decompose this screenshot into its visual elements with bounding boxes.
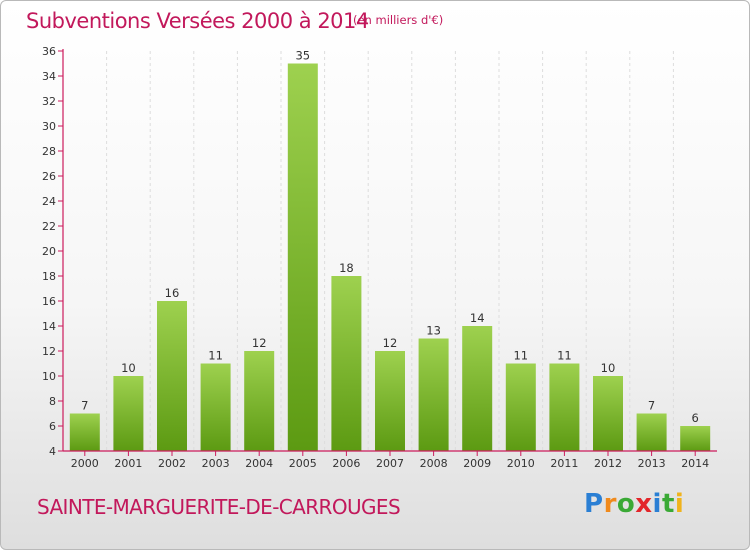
bar-2002[interactable] [157, 301, 187, 451]
bar-value-label: 35 [295, 49, 310, 63]
y-tick-label: 20 [42, 245, 56, 258]
bar-value-label: 11 [513, 349, 528, 363]
bar-2004[interactable] [244, 351, 275, 451]
bar-value-label: 11 [557, 349, 572, 363]
y-tick-label: 34 [42, 70, 56, 83]
y-tick-label: 12 [42, 345, 56, 358]
bar-2005[interactable] [287, 63, 318, 452]
y-tick-label: 28 [42, 145, 56, 158]
bar-2011[interactable] [549, 363, 580, 452]
x-tick-label: 2007 [376, 457, 404, 470]
commune-name: SAINTE-MARGUERITE-DE-CARROUGES [37, 495, 401, 519]
bar-2008[interactable] [418, 338, 449, 452]
bar-value-label: 12 [252, 336, 267, 350]
x-tick-label: 2005 [289, 457, 317, 470]
y-tick-label: 16 [42, 295, 56, 308]
y-tick-label: 22 [42, 220, 56, 233]
x-tick-label: 2001 [114, 457, 142, 470]
x-tick-label: 2009 [463, 457, 491, 470]
y-tick-label: 8 [49, 395, 56, 408]
bars: 7 10 16 11 12 35 18 12 13 14 11 11 10 7 6 [69, 49, 711, 452]
bar-value-label: 6 [692, 411, 699, 425]
x-tick-label: 2008 [420, 457, 448, 470]
y-tick-label: 30 [42, 120, 56, 133]
bar-2014[interactable] [680, 426, 711, 451]
bar-value-label: 7 [648, 399, 655, 413]
y-tick-label: 6 [49, 420, 56, 433]
y-tick-label: 10 [42, 370, 56, 383]
logo-letter: i [674, 489, 685, 519]
y-tick-label: 18 [42, 270, 56, 283]
bar-value-label: 16 [165, 286, 180, 300]
y-tick-label: 4 [49, 445, 56, 458]
x-tick-label: 2006 [332, 457, 360, 470]
logo-letter: P [584, 489, 604, 519]
bar-2001[interactable] [113, 376, 144, 451]
bar-2009[interactable] [462, 326, 493, 451]
chart-title: Subventions Versées 2000 à 2014 [26, 9, 369, 33]
bar-2007[interactable] [375, 351, 405, 451]
grid-lines [106, 51, 674, 451]
bar-value-label: 14 [470, 311, 485, 325]
bar-value-label: 12 [383, 336, 398, 350]
y-tick-label: 36 [42, 45, 56, 58]
y-tick-label: 14 [42, 320, 56, 333]
x-tick-label: 2003 [202, 457, 230, 470]
bar-value-label: 13 [426, 324, 441, 338]
bar-value-label: 10 [601, 361, 616, 375]
y-tick-label: 32 [42, 95, 56, 108]
y-tick-label: 26 [42, 170, 56, 183]
bar-value-label: 11 [208, 349, 223, 363]
bar-2013[interactable] [636, 413, 667, 452]
bar-value-label: 7 [81, 399, 88, 413]
bar-2012[interactable] [593, 376, 623, 451]
chart-subtitle: (en milliers d'€) [353, 13, 444, 27]
bar-value-label: 10 [121, 361, 136, 375]
logo-letter: r [603, 489, 617, 519]
logo-letter: i [652, 489, 662, 519]
x-tick-label: 2011 [550, 457, 578, 470]
logo-letter: o [616, 489, 636, 519]
x-tick-label: 2002 [158, 457, 186, 470]
x-tick-label: 2004 [245, 457, 273, 470]
logo-letter: t [661, 489, 675, 519]
bar-2006[interactable] [331, 276, 362, 451]
axes: 4 6 8 10 12 14 16 18 20 22 24 26 28 30 32 34 36 2000 2001 2… [42, 45, 717, 470]
x-tick-label: 2000 [71, 457, 99, 470]
proxiti-logo[interactable]: Proxiti [584, 489, 684, 519]
bar-value-label: 18 [339, 261, 354, 275]
x-tick-label: 2014 [681, 457, 709, 470]
bar-2010[interactable] [505, 363, 536, 452]
x-tick-label: 2013 [638, 457, 666, 470]
bar-2000[interactable] [69, 413, 100, 452]
x-tick-label: 2010 [507, 457, 535, 470]
x-tick-label: 2012 [594, 457, 622, 470]
bar-2003[interactable] [200, 363, 231, 452]
y-tick-label: 24 [42, 195, 56, 208]
logo-letter: x [635, 489, 653, 519]
